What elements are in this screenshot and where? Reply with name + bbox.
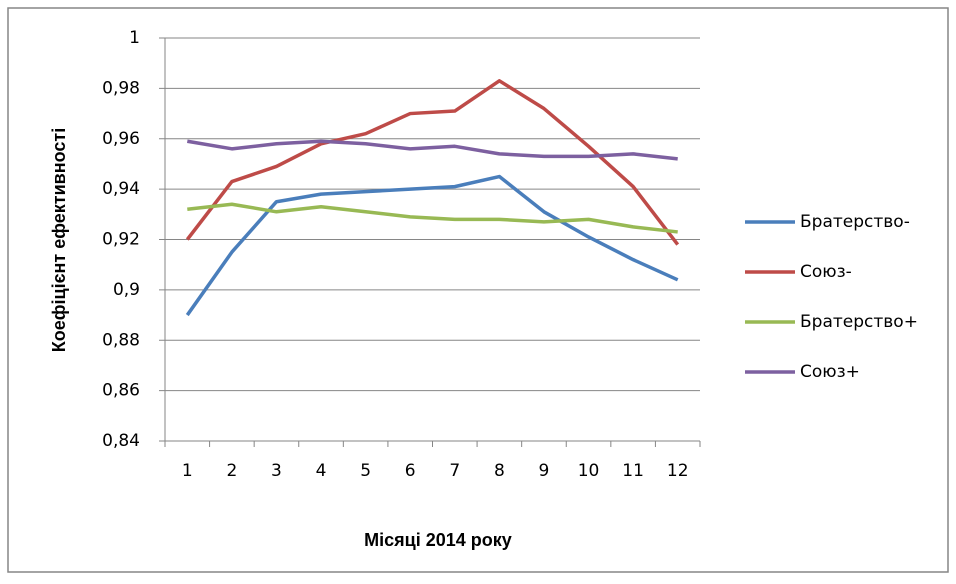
x-tick-label: 10 (578, 461, 600, 481)
y-tick-label: 1 (129, 28, 140, 48)
x-tick-label: 12 (667, 461, 689, 481)
legend-label: Братерство- (800, 212, 910, 232)
x-tick-label: 7 (449, 461, 460, 481)
y-tick-label: 0,92 (102, 230, 140, 250)
x-tick-label: 6 (405, 461, 416, 481)
y-tick-label: 0,88 (102, 330, 140, 350)
series-line (186, 139, 678, 161)
x-tick-label: 3 (271, 461, 282, 481)
x-tick-label: 9 (539, 461, 550, 481)
series-line (187, 202, 678, 234)
legend-label: Союз+ (800, 362, 860, 382)
y-tick-label: 0,86 (102, 381, 140, 401)
series-line (185, 79, 680, 246)
x-tick-label: 2 (226, 461, 237, 481)
y-tick-label: 0,9 (113, 280, 140, 300)
x-tick-label: 8 (494, 461, 505, 481)
legend-label: Братерство+ (800, 312, 918, 332)
x-tick-label: 4 (316, 461, 327, 481)
y-tick-label: 0,84 (102, 431, 140, 451)
x-axis-title: Місяці 2014 року (364, 530, 512, 550)
y-tick-label: 0,96 (102, 129, 140, 149)
x-tick-label: 1 (182, 461, 193, 481)
y-axis-title: Коефіцієнт ефективності (49, 128, 69, 352)
y-tick-label: 0,98 (102, 78, 140, 98)
x-tick-label: 5 (360, 461, 371, 481)
y-tick-label: 0,94 (102, 179, 140, 199)
x-tick-label: 11 (622, 461, 644, 481)
legend-label: Союз- (800, 262, 852, 282)
